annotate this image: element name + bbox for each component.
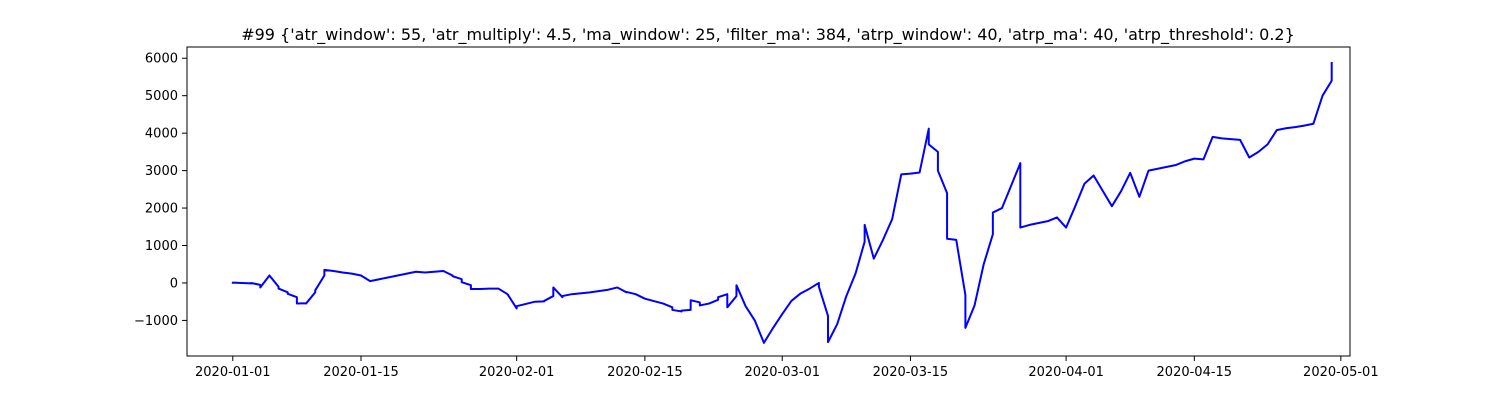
y-tick-label: 6000 bbox=[145, 52, 178, 67]
y-axis: −1000 0 1000 2000 3000 4000 5000 6000 bbox=[134, 52, 187, 329]
chart-title: #99 {'atr_window': 55, 'atr_multiply': 4… bbox=[241, 25, 1295, 45]
y-tick-label: 4000 bbox=[145, 127, 178, 142]
y-tick-label: 3000 bbox=[145, 164, 178, 179]
y-tick-label: 5000 bbox=[145, 89, 178, 104]
x-axis: 2020-01-01 2020-01-15 2020-02-01 2020-02-15… bbox=[195, 356, 1379, 380]
x-tick-label: 2020-03-01 bbox=[744, 365, 820, 380]
y-tick-label: −1000 bbox=[134, 314, 178, 329]
x-tick-label: 2020-02-15 bbox=[607, 365, 683, 380]
x-tick-label: 2020-04-15 bbox=[1157, 365, 1233, 380]
plot-frame bbox=[186, 46, 1351, 357]
y-tick-label: 1000 bbox=[145, 239, 178, 254]
x-tick-label: 2020-02-01 bbox=[479, 365, 555, 380]
y-tick-label: 2000 bbox=[145, 202, 178, 217]
series-line bbox=[231, 61, 1333, 344]
x-tick-label: 2020-04-01 bbox=[1028, 365, 1104, 380]
y-tick-label: 0 bbox=[170, 276, 178, 291]
x-tick-label: 2020-01-15 bbox=[323, 365, 399, 380]
x-tick-label: 2020-05-01 bbox=[1303, 365, 1379, 380]
x-tick-label: 2020-03-15 bbox=[873, 365, 949, 380]
x-tick-label: 2020-01-01 bbox=[195, 365, 271, 380]
